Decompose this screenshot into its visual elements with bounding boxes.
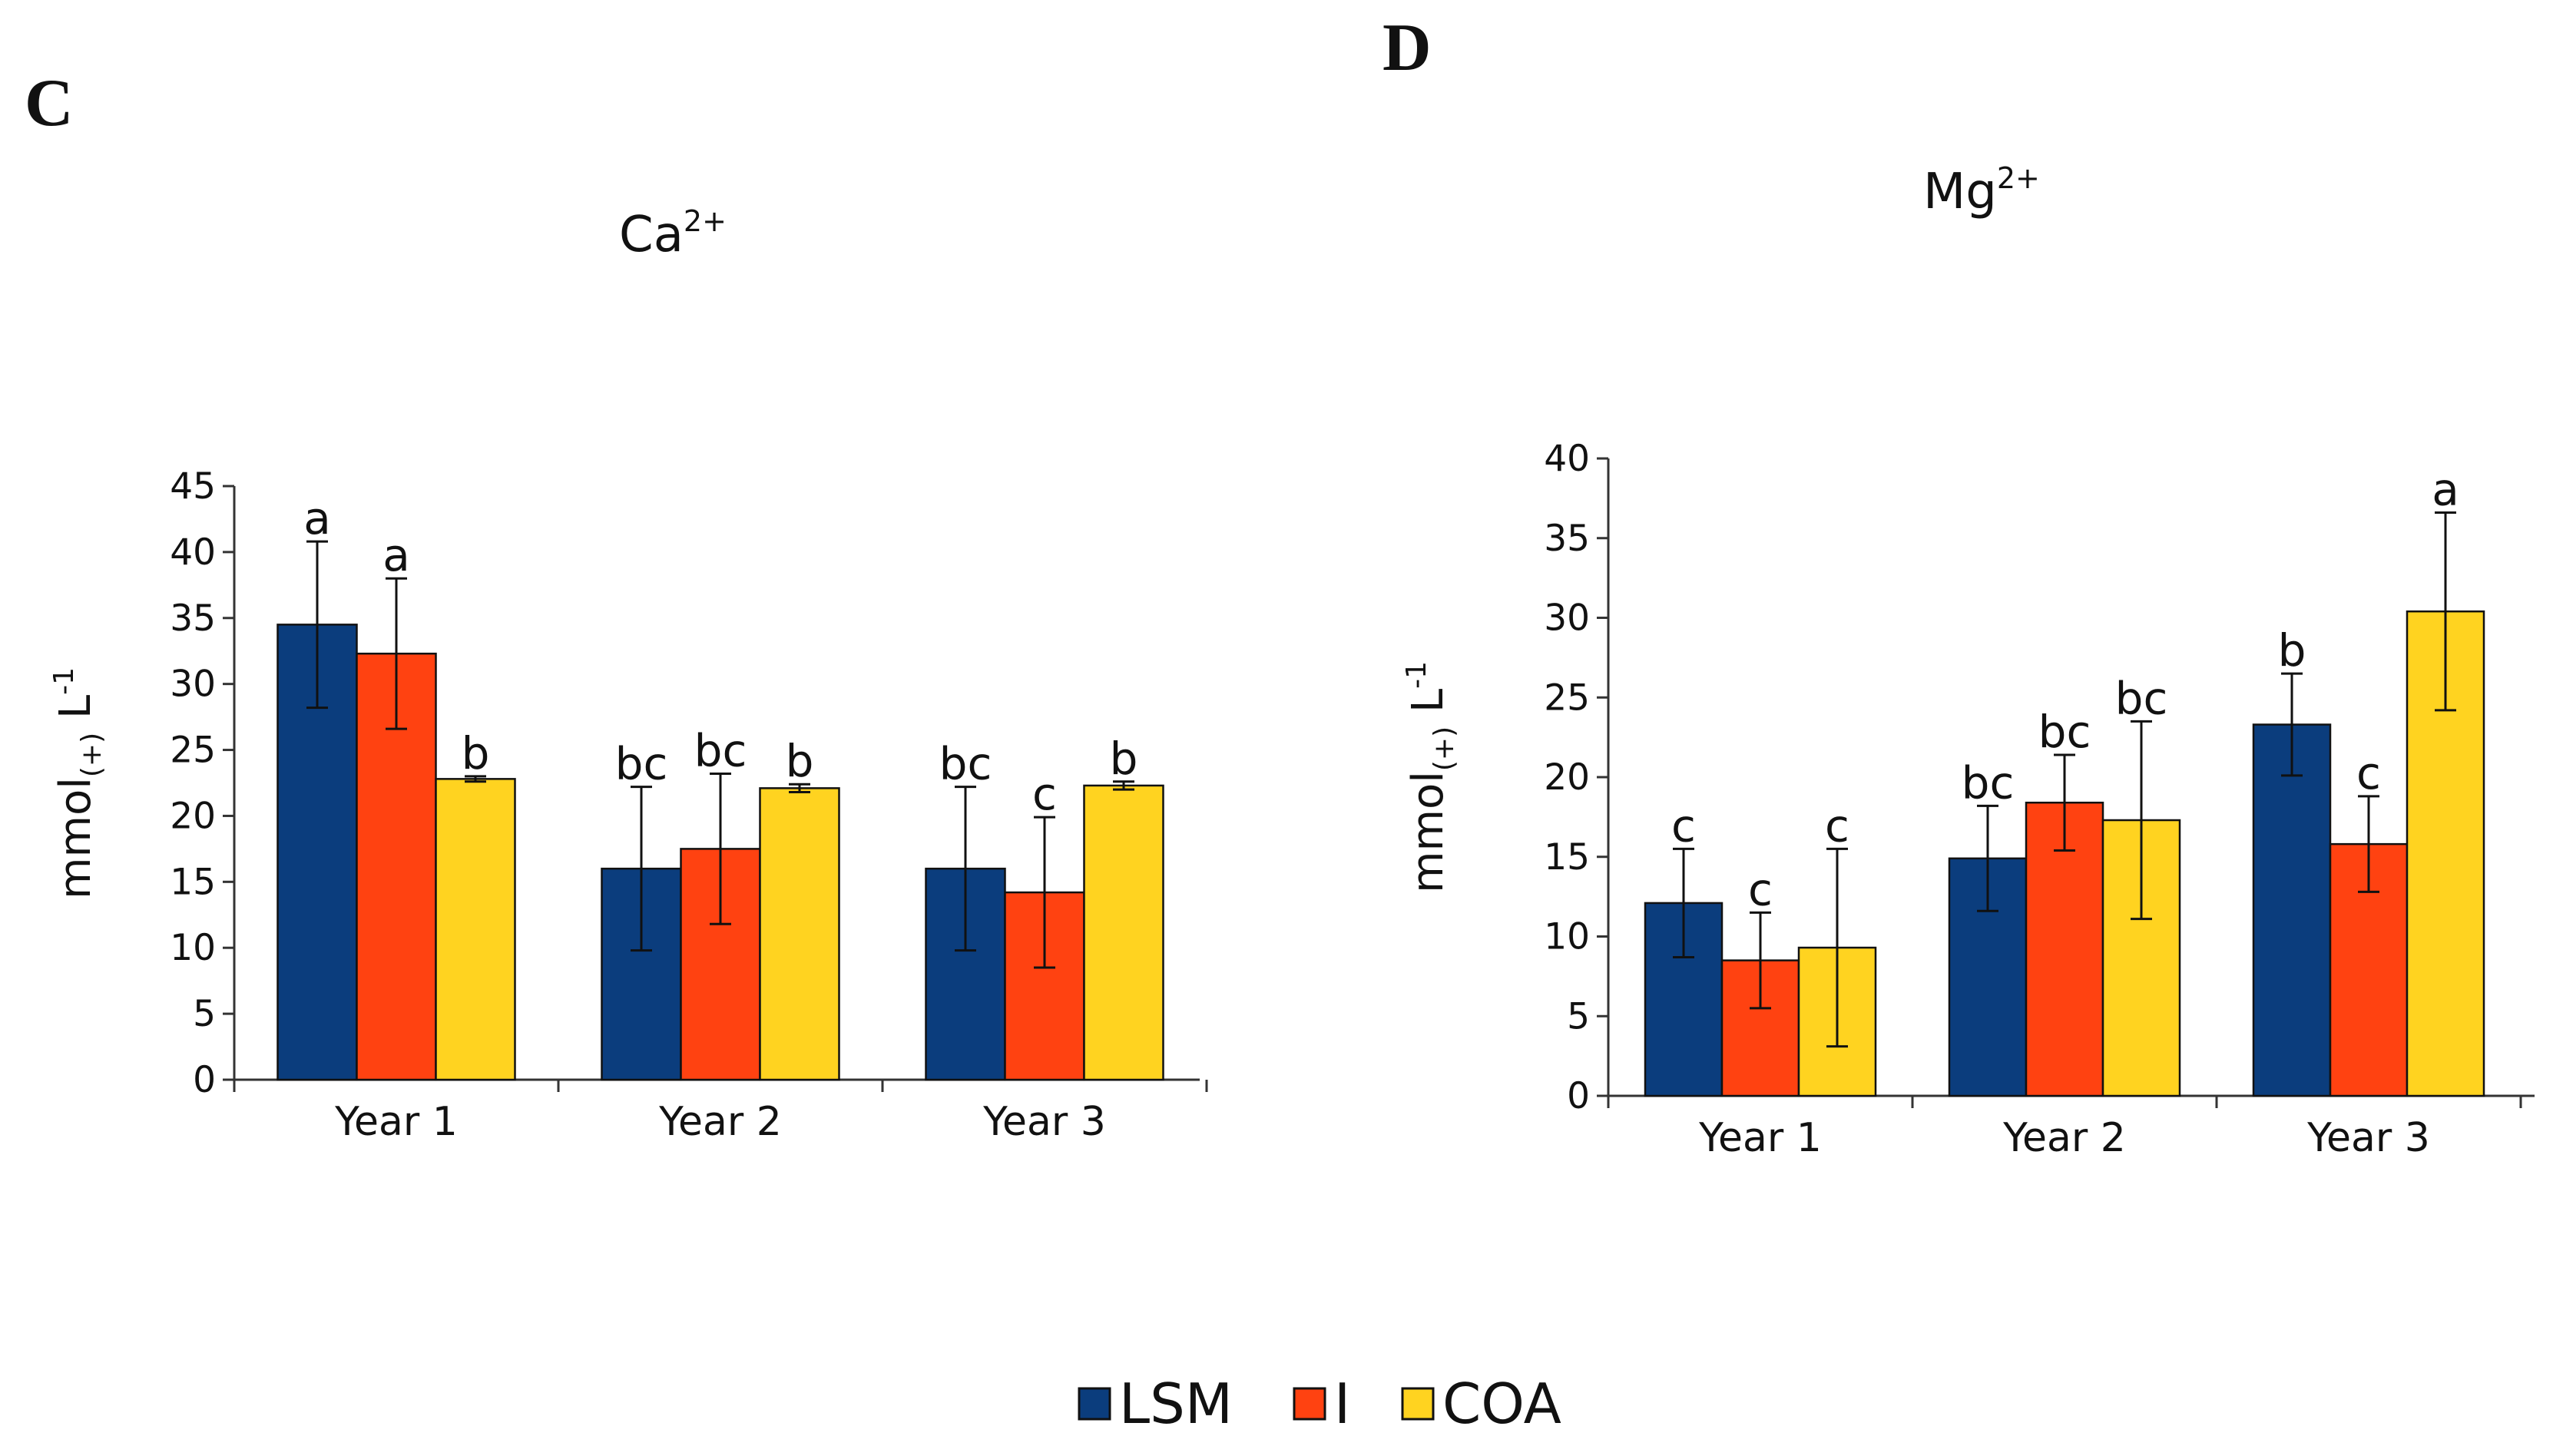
legend-label-i: I	[1334, 1372, 1350, 1436]
bar-d-lsm	[2252, 723, 2332, 1097]
significance-letter-d: c	[1825, 799, 1849, 852]
legend-label-lsm: LSM	[1119, 1372, 1233, 1436]
y-tick-label-d: 35	[1544, 518, 1590, 560]
significance-letter-d: c	[1671, 799, 1696, 852]
chart-c-title-main: Ca	[619, 207, 684, 263]
significance-letter-c: b	[1110, 733, 1138, 785]
y-axis-label-d: mmol(+) L-1	[1401, 661, 1460, 893]
y-tick-label-c: 15	[170, 861, 216, 903]
x-category-label-d: Year 1	[1698, 1115, 1822, 1161]
legend-label-coa: COA	[1442, 1372, 1561, 1436]
panel-label-c: C	[25, 66, 74, 141]
chart-d-title-main: Mg	[1923, 164, 1997, 220]
y-tick-label-d: 15	[1544, 836, 1590, 879]
significance-letter-d: bc	[1962, 756, 2015, 809]
y-label-sub: (+)	[76, 733, 108, 777]
significance-letter-c: bc	[939, 738, 992, 790]
x-category-label-c: Year 3	[982, 1099, 1106, 1145]
y-tick-label-c: 5	[193, 993, 216, 1035]
bar-c-coa	[435, 778, 516, 1081]
legend-swatch-coa	[1401, 1387, 1435, 1421]
x-category-label-d: Year 3	[2306, 1115, 2430, 1161]
y-label-unit: L	[1403, 689, 1453, 726]
x-category-label-c: Year 2	[658, 1099, 782, 1145]
y-tick-label-d: 30	[1544, 597, 1590, 640]
y-tick-label-c: 10	[170, 927, 216, 969]
y-tick-label-d: 40	[1544, 438, 1590, 480]
y-tick-label-c: 45	[170, 465, 216, 508]
chart-c-title: Ca2+	[619, 204, 727, 263]
significance-letter-d: b	[2278, 624, 2306, 677]
chart-c-title-sup: 2+	[684, 204, 727, 238]
significance-letter-c: c	[1032, 768, 1057, 820]
significance-letter-c: bc	[694, 724, 747, 776]
chart-d-title-sup: 2+	[1997, 161, 2040, 195]
y-axis-label-c: mmol(+) L-1	[48, 667, 108, 899]
legend-swatch-i	[1293, 1387, 1326, 1421]
chart-d-title: Mg2+	[1923, 161, 2040, 220]
y-tick-label-d: 10	[1544, 916, 1590, 958]
y-tick-label-d: 0	[1567, 1075, 1590, 1117]
significance-letter-c: a	[382, 529, 410, 581]
y-tick-label-c: 25	[170, 730, 216, 772]
bar-c-lsm	[276, 624, 358, 1081]
y-tick-label-c: 40	[170, 531, 216, 574]
legend: LSM I COA	[1078, 1372, 1561, 1436]
y-label-main: mmol	[51, 777, 101, 899]
y-tick-label-d: 25	[1544, 677, 1590, 719]
legend-swatch-lsm	[1078, 1387, 1111, 1421]
significance-letter-d: a	[2432, 464, 2459, 516]
y-label-unit: L	[51, 695, 101, 733]
bar-c-coa	[759, 787, 840, 1081]
y-label-sub: (+)	[1429, 726, 1460, 771]
significance-letter-c: a	[303, 492, 331, 544]
y-tick-label-c: 20	[170, 795, 216, 837]
y-tick-label-c: 30	[170, 663, 216, 706]
significance-letter-d: bc	[2115, 672, 2168, 724]
significance-letter-c: b	[786, 735, 814, 787]
significance-letter-c: bc	[615, 738, 668, 790]
y-label-unit-sup: -1	[48, 667, 80, 695]
significance-letter-d: c	[1748, 863, 1773, 915]
y-label-unit-sup: -1	[1401, 661, 1432, 689]
significance-letter-d: c	[2356, 747, 2381, 799]
bar-c-coa	[1083, 784, 1164, 1081]
significance-letter-c: b	[462, 727, 490, 779]
y-label-main: mmol	[1403, 771, 1453, 893]
panel-label-d: D	[1382, 11, 1432, 85]
y-tick-label-d: 5	[1567, 995, 1590, 1037]
x-category-label-d: Year 2	[2002, 1115, 2126, 1161]
y-tick-label-c: 0	[193, 1059, 216, 1101]
y-tick-label-c: 35	[170, 597, 216, 640]
significance-letter-d: bc	[2038, 706, 2091, 758]
x-category-label-c: Year 1	[334, 1099, 458, 1145]
y-tick-label-d: 20	[1544, 756, 1590, 799]
